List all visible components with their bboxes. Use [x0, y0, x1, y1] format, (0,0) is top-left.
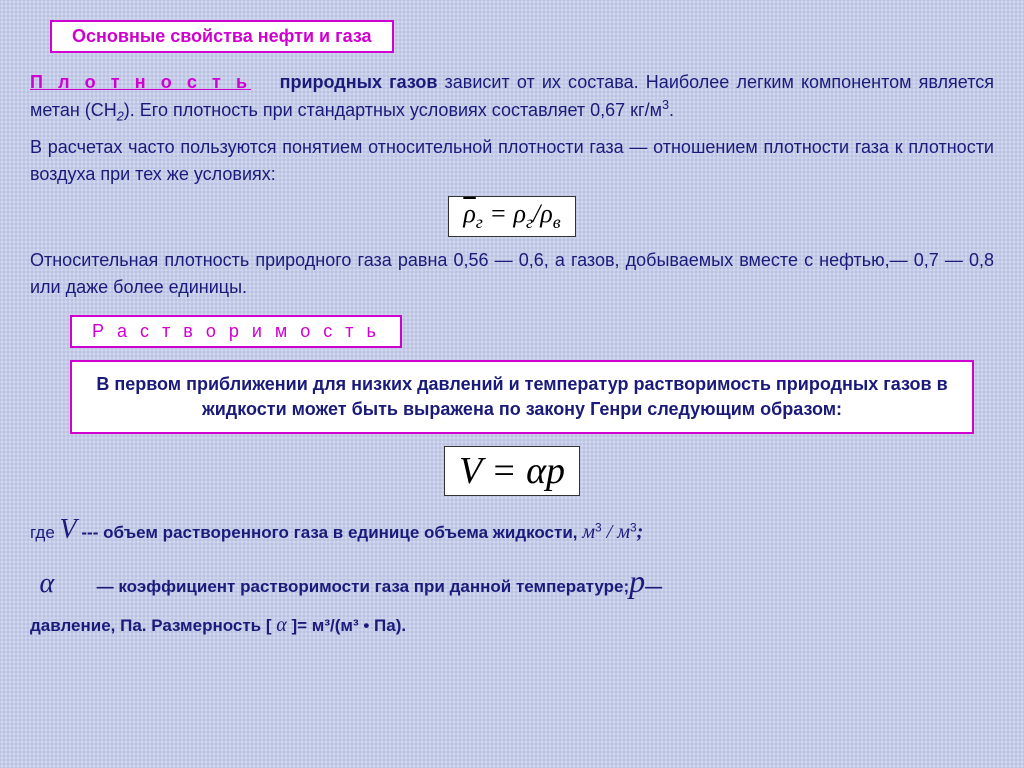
unit-m2: м — [617, 521, 630, 543]
def-pressure-end: ]= м³/(м³ • Па). — [287, 616, 406, 635]
symbol-alpha: α — [39, 568, 54, 599]
keyword-solubility: Р а с т в о р и м о с т ь — [92, 321, 380, 341]
title-box: Основные свойства нефти и газа — [50, 20, 394, 53]
def-p-dash: — — [645, 577, 662, 596]
symbol-p: p — [629, 563, 645, 599]
definition-pressure-line: давление, Па. Размерность [ α ]= м³/(м³ … — [30, 608, 994, 642]
keyword-density: П л о т н о с т ь — [30, 72, 251, 92]
unit-sup1: 3 — [595, 520, 602, 534]
para1-t3: ). Его плотность при стандартных условия… — [124, 100, 662, 120]
para1-sup: 3 — [662, 98, 669, 112]
paragraph-density: П л о т н о с т ь природных газов зависи… — [30, 69, 994, 126]
def-alpha-text: — коэффициент растворимости газа при дан… — [92, 577, 629, 596]
section-solubility-box: Р а с т в о р и м о с т ь — [70, 315, 402, 348]
def-pressure-text: давление, Па. Размерность [ — [30, 616, 276, 635]
unit-m1: м — [582, 521, 595, 543]
f1-eq: = — [483, 199, 514, 228]
unit-slash: / — [602, 521, 618, 543]
page-title: Основные свойства нефти и газа — [72, 26, 372, 46]
f1-sub-g: г — [476, 213, 483, 233]
para1-bold: природных газов — [280, 72, 438, 92]
unit-sup2: 3 — [630, 520, 637, 534]
formula2-wrap: V = αp — [30, 446, 994, 496]
formula-henry: V = αp — [444, 446, 580, 496]
f1-sub-g2: г — [526, 213, 533, 233]
formula-relative-density: ρг = ρг/ρв — [448, 196, 575, 236]
symbol-alpha-2: α — [276, 614, 287, 636]
para1-sub: 2 — [117, 110, 124, 124]
definition-V-line: где V --- объем растворенного газа в еди… — [30, 506, 994, 554]
f1-rho-bar: ρ — [463, 199, 475, 228]
def-V-text: --- объем растворенного газа в единице о… — [81, 523, 582, 542]
f1-rho2: ρ — [540, 199, 552, 228]
henry-law-box: В первом приближении для низких давлений… — [70, 360, 974, 434]
paragraph-relative-density: В расчетах часто пользуются понятием отн… — [30, 134, 994, 188]
paragraph-density-values: Относительная плотность природного газа … — [30, 247, 994, 301]
def-V-semi: ; — [637, 521, 644, 543]
def-where: где — [30, 523, 60, 542]
definition-alpha-line: α — коэффициент растворимости газа при д… — [30, 554, 994, 608]
f1-rho1: ρ — [513, 199, 525, 228]
f1-sub-v: в — [553, 213, 561, 233]
formula1-wrap: ρг = ρг/ρв — [30, 196, 994, 236]
para1-t4: . — [669, 100, 674, 120]
symbol-V: V — [60, 514, 77, 545]
henry-law-text: В первом приближении для низких давлений… — [96, 374, 947, 419]
